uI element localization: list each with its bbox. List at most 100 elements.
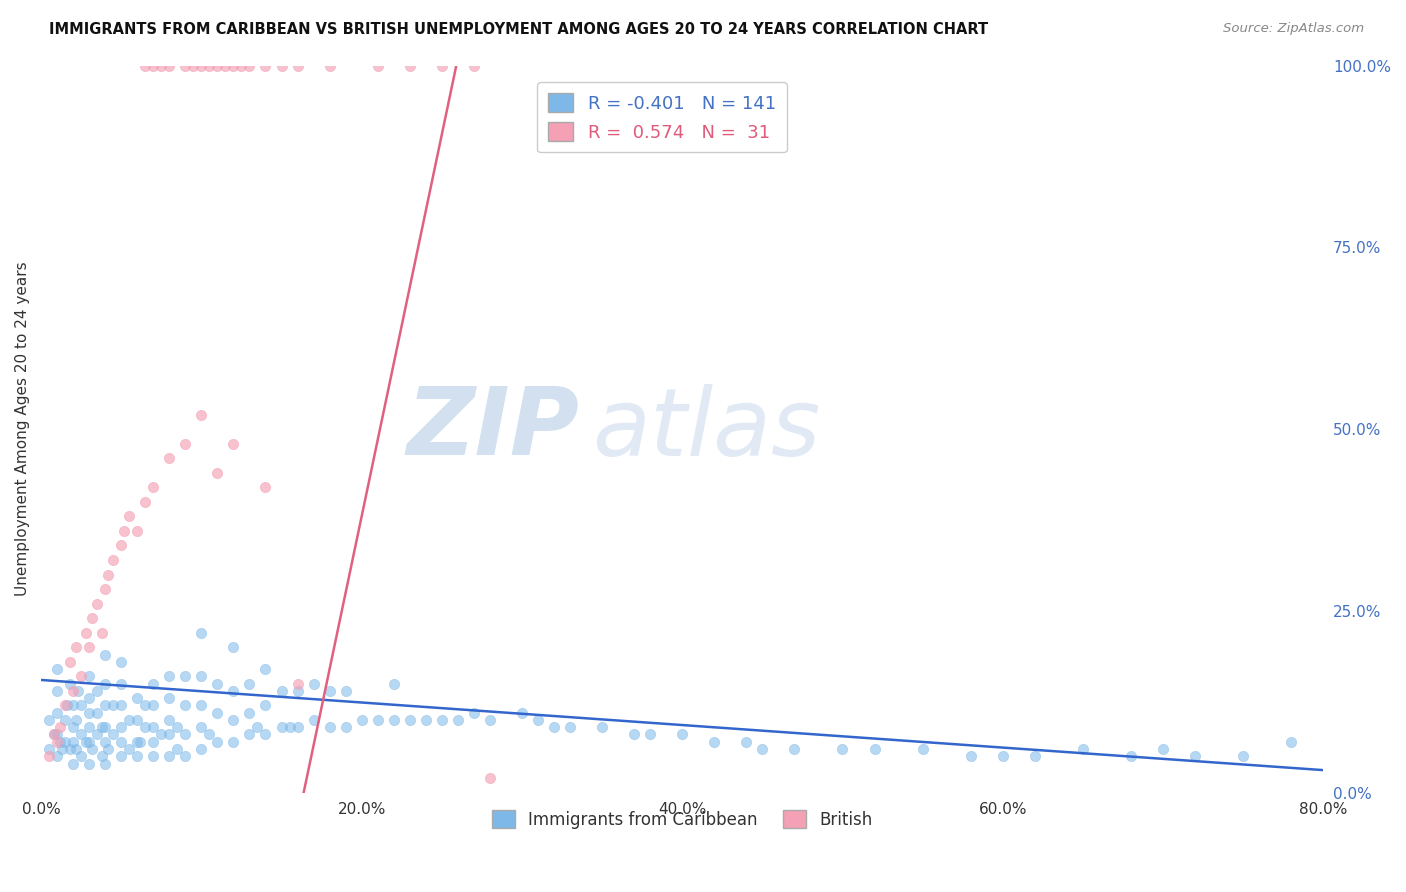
Point [270,59,292,73]
Point [110,698,132,713]
Point [86,684,108,698]
Point [527,713,550,727]
Point [66,684,89,698]
Point [238,59,260,73]
Point [1184,749,1206,764]
Point [91,749,114,764]
Point [62,698,84,713]
Point [238,676,260,690]
Point [70,669,93,683]
Point [62,735,84,749]
Point [46,662,69,676]
Point [55,698,77,713]
Point [157,59,180,73]
Point [207,676,229,690]
Point [543,720,565,734]
Point [134,698,156,713]
Point [142,749,165,764]
Point [77,669,100,683]
Point [94,676,117,690]
Point [238,706,260,720]
Point [174,698,197,713]
Point [53,713,76,727]
Point [231,59,253,73]
Point [86,706,108,720]
Point [150,727,173,741]
Point [478,713,501,727]
Point [166,720,188,734]
Point [75,625,97,640]
Point [335,720,357,734]
Point [127,735,149,749]
Point [350,713,373,727]
Point [157,749,180,764]
Point [142,698,165,713]
Point [86,597,108,611]
Point [430,713,453,727]
Point [142,676,165,690]
Text: atlas: atlas [592,384,821,475]
Point [127,691,149,706]
Point [703,735,725,749]
Point [222,436,245,450]
Point [77,640,100,655]
Point [59,742,82,756]
Point [174,749,197,764]
Text: Source: ZipAtlas.com: Source: ZipAtlas.com [1223,22,1364,36]
Point [46,749,69,764]
Point [77,691,100,706]
Point [110,735,132,749]
Point [51,742,73,756]
Point [254,662,277,676]
Point [1152,742,1174,756]
Point [42,727,65,741]
Point [638,727,661,741]
Point [246,720,269,734]
Point [1071,742,1094,756]
Point [157,669,180,683]
Point [174,669,197,683]
Point [318,720,340,734]
Point [65,713,87,727]
Point [103,698,125,713]
Point [94,698,117,713]
Legend: Immigrants from Caribbean, British: Immigrants from Caribbean, British [485,803,879,835]
Point [671,727,693,741]
Point [110,676,132,690]
Point [118,742,141,756]
Point [110,720,132,734]
Point [415,713,437,727]
Point [110,538,132,552]
Point [207,466,229,480]
Point [735,735,758,749]
Point [91,720,114,734]
Point [222,735,245,749]
Point [75,735,97,749]
Point [157,727,180,741]
Point [150,59,173,73]
Point [222,684,245,698]
Point [62,756,84,771]
Point [142,735,165,749]
Point [94,648,117,662]
Point [959,749,981,764]
Point [157,713,180,727]
Point [59,676,82,690]
Point [222,640,245,655]
Point [190,742,212,756]
Point [254,698,277,713]
Point [53,735,76,749]
Point [174,59,197,73]
Point [190,625,212,640]
Point [129,735,152,749]
Point [367,59,389,73]
Point [190,698,212,713]
Point [46,706,69,720]
Point [62,720,84,734]
Point [38,749,60,764]
Point [287,59,309,73]
Point [238,727,260,741]
Point [174,727,197,741]
Point [77,735,100,749]
Point [77,706,100,720]
